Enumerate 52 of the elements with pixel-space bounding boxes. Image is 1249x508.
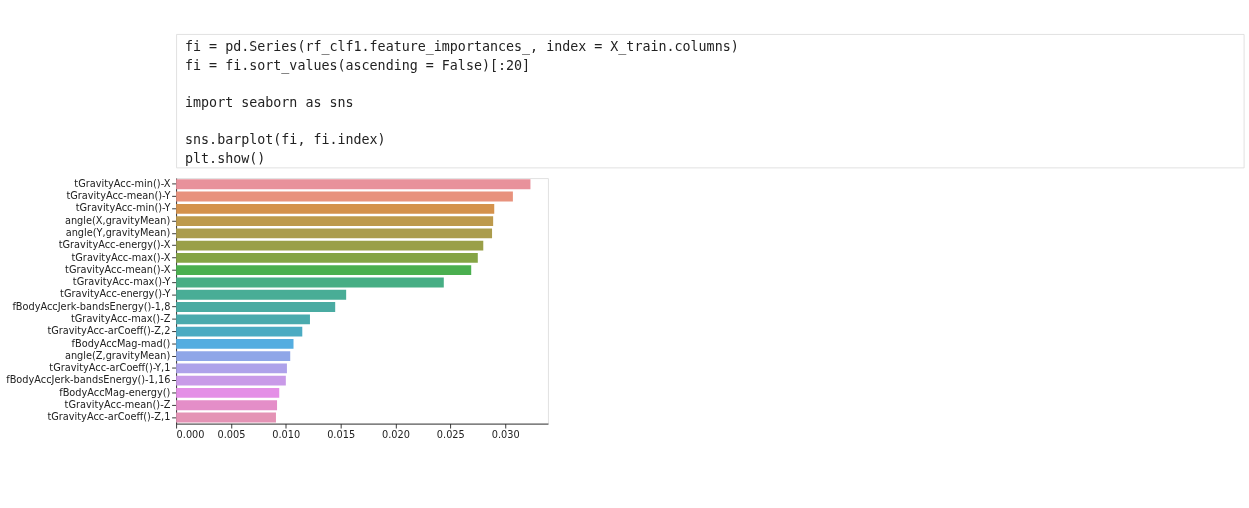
y-tick-label: angle(Z,gravityMean) — [64, 349, 171, 361]
text: import seaborn as sns — [185, 94, 354, 110]
y-tick-label: fBodyAccJerk-bandsEnergy()-1,8 — [12, 300, 171, 312]
bar — [176, 277, 444, 288]
x-tick-label: 0.005 — [217, 429, 246, 441]
bar — [176, 253, 478, 263]
x-tick-label: 0.015 — [327, 429, 356, 441]
bar — [176, 412, 276, 423]
bar — [176, 338, 294, 349]
y-tick-label: tGravityAcc-max()-X — [71, 251, 171, 263]
bar — [176, 400, 278, 411]
bar — [176, 216, 494, 226]
y-tick-label: tGravityAcc-energy()-X — [58, 239, 171, 251]
bar — [176, 363, 287, 374]
y-tick-label: tGravityAcc-mean()-Z — [64, 398, 171, 410]
bar — [176, 265, 472, 276]
y-tick-label: fBodyAccJerk-bandsEnergy()-1,16 — [6, 374, 171, 386]
x-tick-label: 0.020 — [381, 429, 410, 441]
text: sns.barplot(fi, fi.index) — [185, 132, 386, 148]
y-tick-label: tGravityAcc-min()-X — [74, 177, 171, 189]
y-tick-label: tGravityAcc-arCoeff()-Z,1 — [47, 411, 171, 423]
bar — [176, 191, 513, 202]
bar — [176, 326, 303, 337]
y-tick-label: fBodyAccMag-mad() — [71, 337, 171, 349]
y-tick-label: tGravityAcc-min()-Y — [75, 202, 171, 214]
y-tick-label: tGravityAcc-arCoeff()-Z,2 — [47, 325, 171, 337]
y-tick-label: angle(Y,gravityMean) — [65, 227, 171, 239]
bar — [176, 289, 347, 300]
bar — [176, 240, 484, 251]
text: plt.show() — [185, 151, 266, 166]
y-tick-label: tGravityAcc-max()-Y — [72, 276, 171, 288]
x-tick-label: 0.030 — [491, 429, 520, 441]
text: fi = fi.sort_values(ascending = False)[:20] — [185, 57, 531, 74]
y-tick-label: fBodyAccMag-energy() — [59, 386, 171, 398]
bar — [176, 351, 291, 362]
y-tick-label: tGravityAcc-mean()-Y — [66, 190, 171, 202]
y-tick-label: angle(X,gravityMean) — [64, 214, 171, 226]
bar — [176, 179, 531, 190]
bar — [176, 228, 493, 239]
bar — [176, 314, 310, 325]
bar — [176, 388, 280, 398]
y-tick-label: tGravityAcc-mean()-X — [65, 263, 171, 275]
y-tick-label: tGravityAcc-max()-Z — [70, 312, 171, 324]
bar — [176, 375, 286, 386]
text: fi = pd.Series(rf_clf1.feature_importances_, index = X_train.columns) — [185, 38, 739, 55]
bar — [176, 302, 336, 312]
y-tick-label: tGravityAcc-energy()-Y — [60, 288, 171, 300]
x-tick-label: 0.000 — [176, 429, 205, 441]
x-tick-label: 0.025 — [436, 429, 465, 441]
bar — [176, 203, 495, 214]
x-tick-label: 0.010 — [272, 429, 301, 441]
y-tick-label: tGravityAcc-arCoeff()-Y,1 — [49, 362, 171, 374]
